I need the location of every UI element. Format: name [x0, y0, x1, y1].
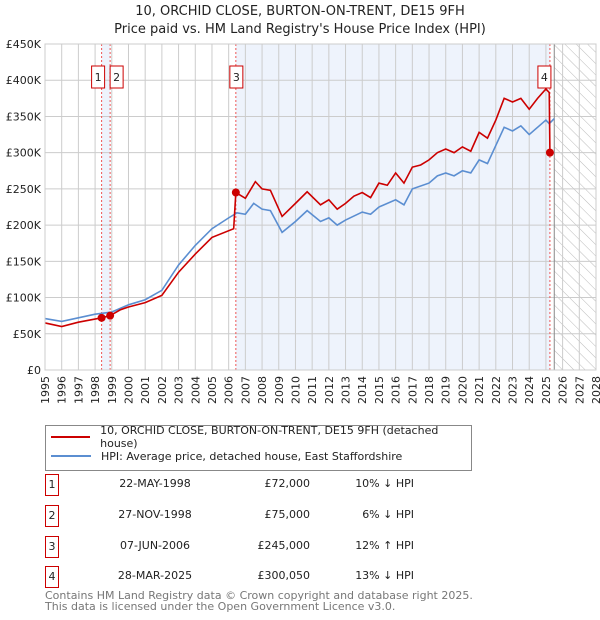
sale-label-box	[91, 65, 106, 89]
sale-marker-box: 2	[45, 505, 59, 527]
y-tick-label: £50K	[13, 328, 42, 341]
sale-label: 4	[541, 71, 548, 84]
x-tick-label: 2002	[156, 376, 169, 404]
sale-label-box	[229, 65, 244, 89]
x-tick-label: 2001	[139, 376, 152, 404]
shaded-period	[101, 44, 111, 370]
plot-border	[44, 43, 597, 371]
y-tick-label: £0	[27, 364, 41, 377]
y-tick-label: £100K	[6, 292, 42, 305]
sale-point	[106, 311, 115, 320]
x-tick-label: 2027	[573, 376, 586, 404]
x-tick-label: 2000	[122, 376, 135, 404]
sale-label: 3	[233, 71, 240, 84]
sale-hpi: 10% ↓ HPI	[355, 477, 414, 490]
sale-point	[545, 148, 554, 157]
sale-date: 27-NOV-1998	[118, 508, 192, 521]
footer: Contains HM Land Registry data © Crown c…	[45, 590, 473, 612]
legend-item-property: 10, ORCHID CLOSE, BURTON-ON-TRENT, DE15 …	[51, 424, 471, 450]
legend: 10, ORCHID CLOSE, BURTON-ON-TRENT, DE15 …	[45, 424, 472, 471]
x-tick-label: 2011	[306, 376, 319, 404]
x-tick-label: 2025	[540, 376, 553, 404]
sale-row: 1 22-MAY-1998 £72,000 10% ↓ HPI	[45, 474, 445, 496]
sale-point	[97, 313, 106, 322]
x-tick-label: 2008	[256, 376, 269, 404]
x-tick-label: 1999	[106, 376, 119, 404]
x-tick-label: 2016	[390, 376, 403, 404]
x-tick-label: 2026	[557, 376, 570, 404]
x-tick-label: 2021	[473, 376, 486, 404]
x-tick-label: 1997	[72, 376, 85, 404]
x-tick-label: 2004	[189, 376, 202, 404]
x-tick-label: 2012	[323, 376, 336, 404]
sale-price: £72,000	[264, 477, 311, 490]
y-tick-label: £250K	[6, 183, 42, 196]
x-tick-label: 2020	[456, 376, 469, 404]
sale-row: 3 07-JUN-2006 £245,000 12% ↑ HPI	[45, 536, 445, 558]
y-tick-label: £400K	[6, 74, 42, 87]
shaded-period	[235, 44, 550, 370]
sale-marker-box: 1	[45, 474, 59, 496]
x-tick-label: 2014	[356, 376, 369, 404]
hpi-line	[44, 118, 555, 323]
x-tick-label: 2018	[423, 376, 436, 404]
legend-item-hpi: HPI: Average price, detached house, East…	[51, 447, 402, 465]
sale-label: 2	[113, 71, 120, 84]
sale-hpi: 12% ↑ HPI	[355, 539, 414, 552]
sale-label-box	[537, 65, 552, 89]
sale-price: £245,000	[257, 539, 311, 552]
y-tick-label: £450K	[6, 38, 42, 51]
chart-title: 10, ORCHID CLOSE, BURTON-ON-TRENT, DE15 …	[135, 4, 465, 19]
y-tick-label: £300K	[6, 147, 42, 160]
x-tick-label: 2006	[223, 376, 236, 404]
sale-hpi: 6% ↓ HPI	[362, 508, 414, 521]
y-tick-label: £350K	[6, 110, 42, 123]
footer-line: Contains HM Land Registry data © Crown c…	[45, 589, 473, 602]
x-tick-label: 1998	[89, 376, 102, 404]
x-tick-label: 2007	[239, 376, 252, 404]
x-tick-label: 1996	[56, 376, 69, 404]
x-tick-label: 2023	[507, 376, 520, 404]
x-tick-label: 2028	[590, 376, 600, 404]
sale-row: 4 28-MAR-2025 £300,050 13% ↓ HPI	[45, 566, 445, 588]
x-tick-label: 2017	[406, 376, 419, 404]
x-tick-label: 2003	[173, 376, 186, 404]
y-tick-label: £200K	[6, 219, 42, 232]
price-line	[44, 87, 551, 328]
x-tick-label: 1995	[39, 376, 52, 404]
forecast-hatch	[554, 44, 596, 370]
x-tick-label: 2013	[340, 376, 353, 404]
x-tick-label: 2005	[206, 376, 219, 404]
footer-line: This data is licensed under the Open Gov…	[45, 600, 396, 613]
x-tick-label: 2010	[289, 376, 302, 404]
sale-label: 1	[95, 71, 102, 84]
sale-date: 22-MAY-1998	[119, 477, 191, 490]
sale-hpi: 13% ↓ HPI	[355, 569, 414, 582]
x-tick-label: 2022	[490, 376, 503, 404]
y-tick-label: £150K	[6, 255, 42, 268]
sale-price: £75,000	[264, 508, 311, 521]
x-tick-label: 2024	[523, 376, 536, 404]
sale-price: £300,050	[257, 569, 311, 582]
sale-marker-box: 4	[45, 566, 59, 588]
legend-swatch	[51, 436, 91, 438]
chart-subtitle: Price paid vs. HM Land Registry's House …	[114, 22, 486, 37]
x-tick-label: 2009	[273, 376, 286, 404]
legend-swatch	[51, 455, 91, 457]
sale-marker-box: 3	[45, 536, 59, 558]
sale-label-box	[109, 65, 124, 89]
x-tick-label: 2015	[373, 376, 386, 404]
sale-date: 28-MAR-2025	[117, 569, 193, 582]
sale-date: 07-JUN-2006	[119, 539, 191, 552]
plot-area: 1995 1996 1997 1998 1999 2000 2001 2002 2003 2004…	[6, 38, 600, 404]
sale-point	[231, 188, 240, 197]
sale-row: 2 27-NOV-1998 £75,000 6% ↓ HPI	[45, 505, 445, 527]
legend-label: 10, ORCHID CLOSE, BURTON-ON-TRENT, DE15 …	[100, 424, 439, 450]
legend-label: HPI: Average price, detached house, East…	[101, 449, 403, 463]
x-tick-label: 2019	[440, 376, 453, 404]
